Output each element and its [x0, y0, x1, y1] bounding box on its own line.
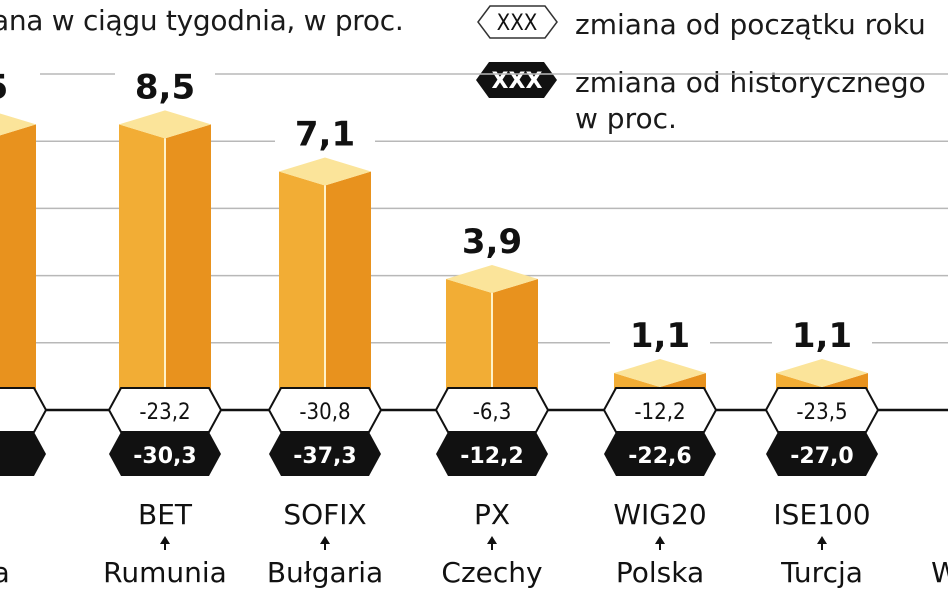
legend-ath-badge-text: XXX	[492, 69, 543, 94]
ytd-change-value: -30,8	[299, 400, 350, 425]
bars: ,5 8,5 7,1 3,9 1,1 1,1 20Ssja -23,2 -30,3 BET Rumu…	[0, 62, 948, 589]
legend-ath-label-line2: w proc.	[575, 102, 677, 135]
bar-top-face	[614, 359, 706, 388]
bar-group: 3,9	[442, 216, 542, 410]
bar-top-face	[279, 157, 371, 186]
ath-badge-icon	[604, 432, 716, 476]
bar-annotations: -30,8 -37,3 SOFIX Bułgaria	[267, 387, 383, 589]
bar-top-face	[119, 110, 211, 139]
legend: XXX zmiana od początku roku XXX zmiana o…	[476, 5, 926, 135]
bar-annotations: -23,2 -30,3 BET Rumunia	[103, 387, 227, 589]
ath-badge-icon	[436, 432, 548, 476]
bar-value-label: ,5	[0, 67, 8, 107]
bar-annotations: -23,5 -27,0 ISE100 Turcja	[764, 387, 880, 589]
bar-value-label: 1,1	[630, 316, 690, 356]
bar-value-label: 7,1	[295, 114, 355, 154]
country-label: Polska	[616, 556, 704, 589]
legend-ytd-label: zmiana od początku roku	[575, 8, 926, 41]
index-name-label: SOFIX	[283, 498, 366, 531]
ath-change-value: -27,0	[790, 444, 853, 469]
bar-top-face	[446, 264, 538, 293]
ath-change-value: -12,2	[460, 444, 523, 469]
country-label: Rumunia	[103, 556, 227, 589]
bar-side-face	[0, 124, 36, 410]
bar-group: ,5	[0, 62, 40, 410]
bar-value-label: 8,5	[135, 67, 195, 107]
legend-ytd-badge-icon	[477, 5, 558, 39]
ytd-change-value: -23,2	[139, 400, 190, 425]
ytd-badge-icon	[0, 387, 48, 433]
bar-annotations: 20Ssja	[0, 387, 48, 589]
arrow-up-icon	[487, 536, 497, 544]
ath-badge-icon	[269, 432, 381, 476]
index-name-label: PX	[474, 498, 510, 531]
bar-side-face	[325, 171, 371, 410]
legend-ath-badge-icon	[476, 62, 557, 98]
ytd-change-value: -23,5	[796, 400, 847, 425]
bar-group: 7,1	[275, 109, 375, 410]
legend-ytd-badge-text: XXX	[497, 11, 538, 36]
bar-annotations: -12,2 -22,6 WIG20 Polska	[602, 387, 718, 589]
arrow-up-icon	[160, 536, 170, 544]
bar-front-face	[119, 124, 165, 411]
bar-value-label: 3,9	[462, 222, 522, 262]
bar-value-label: 1,1	[792, 316, 852, 356]
legend-ath: XXX zmiana od historycznego w proc.	[476, 62, 926, 135]
bar-side-face	[492, 278, 538, 410]
legend-ath-label: zmiana od historycznego	[575, 66, 926, 99]
ath-badge-icon	[766, 432, 878, 476]
ath-change-value: -30,3	[133, 444, 196, 469]
index-name-label: WIG20	[613, 498, 706, 531]
ath-badge-icon	[0, 432, 46, 476]
legend-ytd: XXX zmiana od początku roku	[477, 5, 926, 41]
bar-top-face	[0, 113, 36, 136]
partial-country-label: W	[931, 556, 948, 589]
bar-top-face	[776, 359, 868, 388]
ath-change-value: -37,3	[293, 444, 356, 469]
chart-title: ana w ciągu tygodnia, w proc.	[0, 4, 404, 37]
arrow-up-icon	[320, 536, 330, 544]
bar-front-face	[446, 278, 492, 410]
arrow-up-icon	[655, 536, 665, 544]
arrow-up-icon	[817, 536, 827, 544]
country-label: Czechy	[441, 556, 542, 589]
ath-change-value: -22,6	[628, 444, 691, 469]
index-name-label: ISE100	[773, 498, 870, 531]
ytd-change-value: -6,3	[473, 400, 512, 425]
country-label: Bułgaria	[267, 556, 383, 589]
ytd-change-value: -12,2	[634, 400, 685, 425]
index-name-label: BET	[138, 498, 193, 531]
bar-side-face	[165, 124, 211, 411]
bar-annotations: -6,3 -12,2 PX Czechy	[434, 387, 550, 589]
bar-front-face	[279, 171, 325, 410]
country-label: sja	[0, 556, 10, 589]
ath-badge-icon	[109, 432, 221, 476]
country-label: Turcja	[780, 556, 863, 589]
bar-group: 8,5	[115, 62, 215, 411]
